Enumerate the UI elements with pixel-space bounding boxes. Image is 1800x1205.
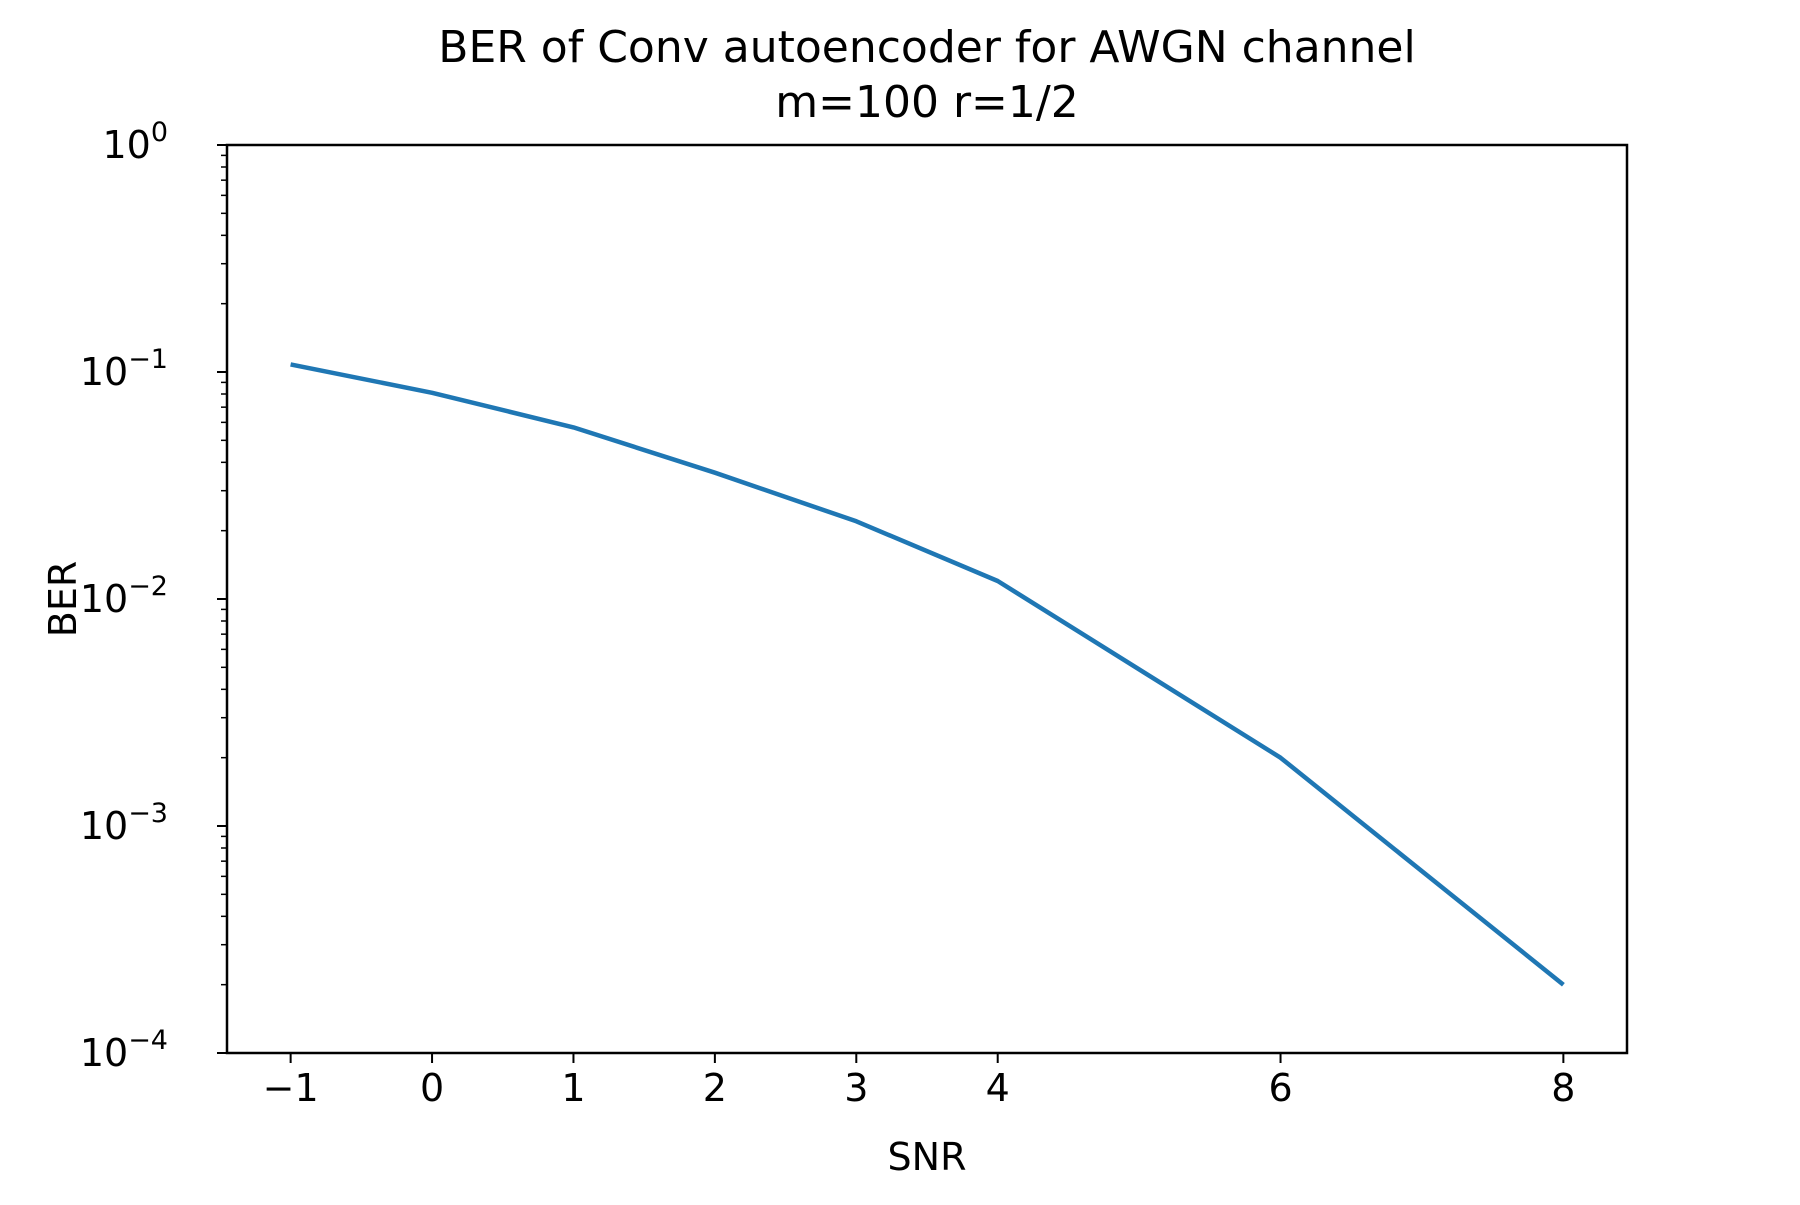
ber-series-line: [290, 362, 1565, 987]
x-tick-label: 0: [420, 1066, 444, 1110]
y-tick-base: 10: [80, 350, 128, 394]
y-tick-label: 10−2: [80, 571, 168, 621]
y-tick-label: 100: [102, 117, 168, 167]
chart-subtitle: m=100 r=1/2: [775, 77, 1078, 128]
y-tick-label: 10−1: [80, 344, 168, 394]
x-tick-label: 1: [561, 1066, 585, 1110]
chart-title: BER of Conv autoencoder for AWGN channel: [438, 22, 1415, 73]
x-tick-label: 3: [844, 1066, 868, 1110]
y-tick-label: 10−4: [80, 1025, 168, 1075]
x-axis-ticks: −1 0 1 2 3 4 6 8: [263, 1053, 1575, 1110]
y-tick-exponent: 0: [151, 117, 168, 148]
x-tick-label: 6: [1268, 1066, 1292, 1110]
x-tick-label: −1: [263, 1066, 319, 1110]
y-tick-base: 10: [80, 804, 128, 848]
x-tick-label: 2: [703, 1066, 727, 1110]
x-tick-label: 4: [986, 1066, 1010, 1110]
y-tick-exponent: −2: [128, 571, 168, 602]
x-axis-label: SNR: [888, 1135, 967, 1179]
y-tick-base: 10: [80, 1031, 128, 1075]
x-tick-label: 8: [1551, 1066, 1575, 1110]
y-tick-exponent: −1: [128, 344, 168, 375]
series-layer: [290, 362, 1565, 987]
y-tick-exponent: −4: [128, 1025, 168, 1056]
y-axis-label: BER: [41, 561, 85, 637]
y-tick-base: 10: [102, 123, 150, 167]
plot-area-frame: [225, 143, 1629, 1055]
y-tick-label: 10−3: [80, 798, 168, 848]
y-tick-base: 10: [80, 577, 128, 621]
y-tick-exponent: −3: [128, 798, 168, 829]
